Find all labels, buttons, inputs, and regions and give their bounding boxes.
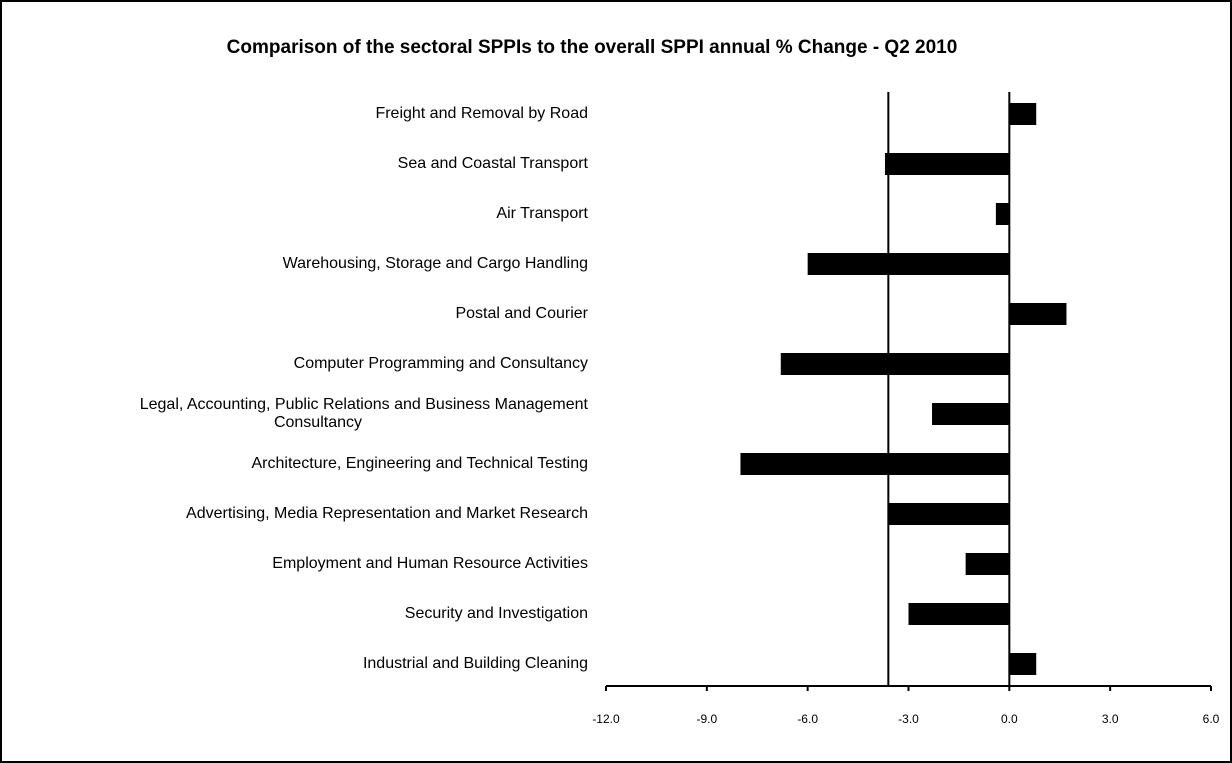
- y-tick-label: Freight and Removal by Road: [375, 105, 588, 122]
- y-tick-label: Air Transport: [496, 205, 588, 222]
- y-tick-label: Computer Programming and Consultancy: [294, 355, 588, 372]
- y-tick-label: Industrial and Building Cleaning: [363, 655, 588, 672]
- y-tick-label: Warehousing, Storage and Cargo Handling: [283, 255, 588, 272]
- x-tick-label: 6.0: [1203, 712, 1220, 726]
- bar: [884, 153, 1010, 175]
- y-tick-label: Security and Investigation: [405, 605, 588, 622]
- y-tick-label: Advertising, Media Representation and Ma…: [186, 505, 588, 522]
- x-tick-label: -9.0: [696, 712, 717, 726]
- bar: [888, 503, 1010, 525]
- x-tick-label: -6.0: [797, 712, 818, 726]
- bar: [995, 203, 1010, 225]
- x-tick-label: -3.0: [898, 712, 919, 726]
- bar: [740, 453, 1010, 475]
- bar: [780, 353, 1010, 375]
- bar: [908, 603, 1010, 625]
- y-tick-label: Postal and Courier: [455, 305, 588, 322]
- y-tick-label: Sea and Coastal Transport: [398, 155, 589, 172]
- bar: [807, 253, 1010, 275]
- y-tick-label: Employment and Human Resource Activities: [272, 555, 588, 572]
- bar: [1009, 103, 1037, 125]
- x-tick-label: 0.0: [1001, 712, 1018, 726]
- bar: [1009, 653, 1037, 675]
- x-tick-label: -12.0: [592, 712, 620, 726]
- bar: [932, 403, 1010, 425]
- bar: [965, 553, 1010, 575]
- bar: [1009, 303, 1067, 325]
- x-tick-label: 3.0: [1102, 712, 1119, 726]
- chart-title: Comparison of the sectoral SPPIs to the …: [227, 37, 958, 58]
- y-tick-label: Architecture, Engineering and Technical …: [251, 455, 588, 472]
- y-tick-label: Legal, Accounting, Public Relations and …: [140, 396, 589, 431]
